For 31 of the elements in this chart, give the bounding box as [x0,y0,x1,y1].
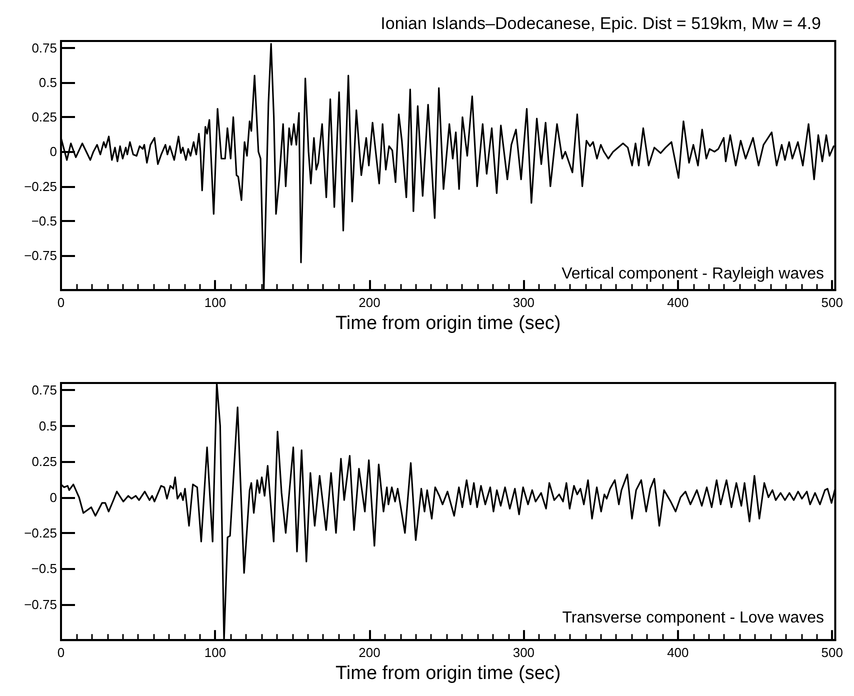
y-tick-label: −0.25 [24,178,57,194]
y-tick-label: 0.5 [38,418,57,434]
x-tick-label: 100 [204,295,226,310]
x-axis-title: Time from origin time (sec) [336,663,561,684]
annotation: Transverse component - Love waves [562,610,824,626]
x-tick-label: 300 [512,295,535,310]
line-series [60,382,836,641]
x-axis-title: Time from origin time (sec) [336,313,561,334]
x-tick-label: 500 [821,295,844,310]
x-tick-label: 200 [358,645,380,660]
annotation: Vertical component - Rayleigh waves [562,266,824,282]
y-tick-label: 0.75 [32,40,57,56]
y-tick-label: −0.75 [24,596,57,612]
chart-title: Ionian Islands–Dodecanese, Epic. Dist = 519km, Mw = 4.9 [380,14,822,33]
x-tick-label: 500 [821,645,844,660]
x-tick-label: 100 [204,645,226,660]
y-tick-label: 0.5 [38,75,57,90]
y-tick-label: 0 [50,144,57,160]
y-tick-label: 0.25 [32,110,57,125]
y-tick-label: −0.5 [31,561,57,576]
x-tick-label: 300 [512,645,535,660]
y-tick-label: 0.75 [32,382,57,398]
line-series [60,42,834,291]
y-tick-label: 0 [50,490,57,505]
x-tick-label: 400 [667,295,689,310]
x-tick-label: 200 [358,295,380,310]
y-tick-label: −0.25 [24,525,57,540]
x-tick-label: 400 [667,645,689,660]
y-tick-label: −0.75 [24,248,57,264]
y-tick-label: −0.5 [31,213,57,228]
y-tick-label: 0.25 [32,454,57,470]
